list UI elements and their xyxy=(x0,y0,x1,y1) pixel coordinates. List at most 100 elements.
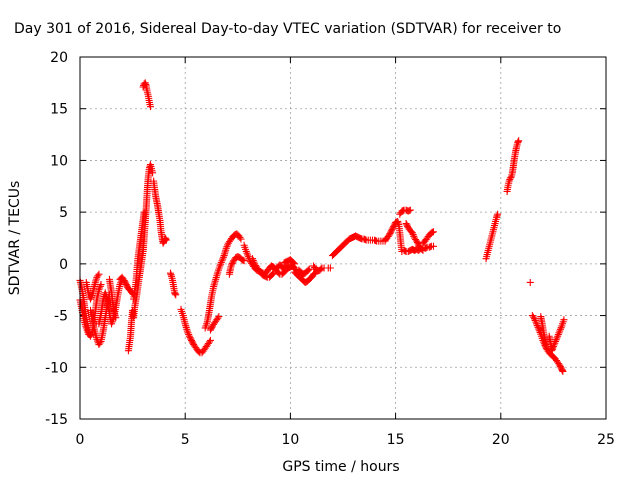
data-point xyxy=(429,228,437,236)
data-point xyxy=(304,266,312,274)
y-tick-labels: -15 -10 -5 0 5 10 15 20 xyxy=(45,50,68,428)
data-point xyxy=(87,295,95,303)
y-tick-label: 0 xyxy=(59,257,68,273)
data-point xyxy=(250,258,258,266)
data-point xyxy=(404,222,412,230)
data-point xyxy=(217,258,225,266)
data-point xyxy=(237,235,245,243)
x-tick-label: 20 xyxy=(492,432,510,448)
data-point xyxy=(515,137,523,145)
data-point xyxy=(205,338,213,346)
y-tick-label: 10 xyxy=(50,153,68,169)
x-tick-label: 15 xyxy=(387,432,405,448)
data-point xyxy=(206,336,214,344)
data-point xyxy=(409,231,417,239)
y-tick-label: -15 xyxy=(45,412,68,428)
data-point xyxy=(419,246,427,254)
data-point xyxy=(410,232,418,240)
data-point xyxy=(555,360,563,368)
data-point xyxy=(240,257,248,265)
data-point xyxy=(172,291,180,299)
data-point xyxy=(96,282,104,290)
data-point xyxy=(96,339,104,347)
data-point xyxy=(224,241,232,249)
data-point xyxy=(162,236,170,244)
data-point xyxy=(185,331,193,339)
x-tick-label: 25 xyxy=(597,432,615,448)
data-point xyxy=(549,343,557,351)
data-point xyxy=(216,262,224,270)
x-tick-label: 5 xyxy=(181,432,190,448)
data-marks xyxy=(76,79,568,375)
y-tick-label: 15 xyxy=(50,102,68,118)
data-point xyxy=(243,249,251,257)
data-point xyxy=(223,243,231,251)
data-point xyxy=(222,244,230,252)
data-point xyxy=(208,323,216,331)
data-point xyxy=(555,329,563,337)
data-point xyxy=(526,278,534,286)
plot-frame xyxy=(79,56,607,420)
data-point xyxy=(506,174,514,182)
x-tick-label: 10 xyxy=(281,432,299,448)
data-point xyxy=(551,339,559,347)
data-point xyxy=(552,337,560,345)
data-point xyxy=(550,341,558,349)
data-point xyxy=(531,316,539,324)
data-point xyxy=(494,210,502,218)
data-point xyxy=(112,314,120,322)
data-point xyxy=(236,233,244,241)
data-point xyxy=(229,258,237,266)
data-point xyxy=(554,331,562,339)
data-point xyxy=(406,206,414,214)
data-point xyxy=(215,313,223,321)
data-point xyxy=(291,260,299,268)
data-point xyxy=(189,339,197,347)
data-point xyxy=(535,327,543,335)
data-point xyxy=(119,275,127,283)
data-point xyxy=(214,314,222,322)
data-point xyxy=(549,344,557,352)
data-point xyxy=(146,103,154,111)
y-tick-label: -10 xyxy=(45,360,68,376)
data-point xyxy=(149,169,157,177)
data-point xyxy=(556,325,564,333)
x-tick-labels: 0 5 10 15 20 25 xyxy=(76,432,615,448)
data-point xyxy=(290,259,298,267)
data-point xyxy=(418,245,426,253)
data-point xyxy=(560,316,568,324)
data-point xyxy=(429,242,437,250)
data-point xyxy=(219,253,227,261)
data-point xyxy=(559,367,567,375)
data-point xyxy=(184,329,192,337)
grid xyxy=(80,57,606,419)
data-point xyxy=(535,325,543,333)
data-point xyxy=(249,256,257,264)
data-point xyxy=(244,251,252,259)
data-point xyxy=(183,327,191,335)
data-point xyxy=(242,247,250,255)
data-point xyxy=(97,281,105,289)
data-point xyxy=(408,229,416,237)
data-point xyxy=(95,270,103,278)
data-point xyxy=(326,264,334,272)
data-point xyxy=(88,292,96,300)
data-point xyxy=(532,318,540,326)
data-point xyxy=(554,332,562,340)
data-point xyxy=(217,260,225,268)
data-point xyxy=(219,255,227,263)
data-point xyxy=(317,265,325,273)
data-point xyxy=(534,323,542,331)
data-point xyxy=(87,293,95,301)
data-point xyxy=(244,253,252,261)
data-point xyxy=(94,272,102,280)
data-point xyxy=(269,270,277,278)
data-point xyxy=(414,240,422,248)
data-point xyxy=(249,255,257,263)
y-axis-label: SDTVAR / TECUs xyxy=(7,181,23,296)
data-point xyxy=(305,265,313,273)
data-point xyxy=(529,313,537,321)
data-point xyxy=(140,208,148,216)
data-point xyxy=(384,232,392,240)
